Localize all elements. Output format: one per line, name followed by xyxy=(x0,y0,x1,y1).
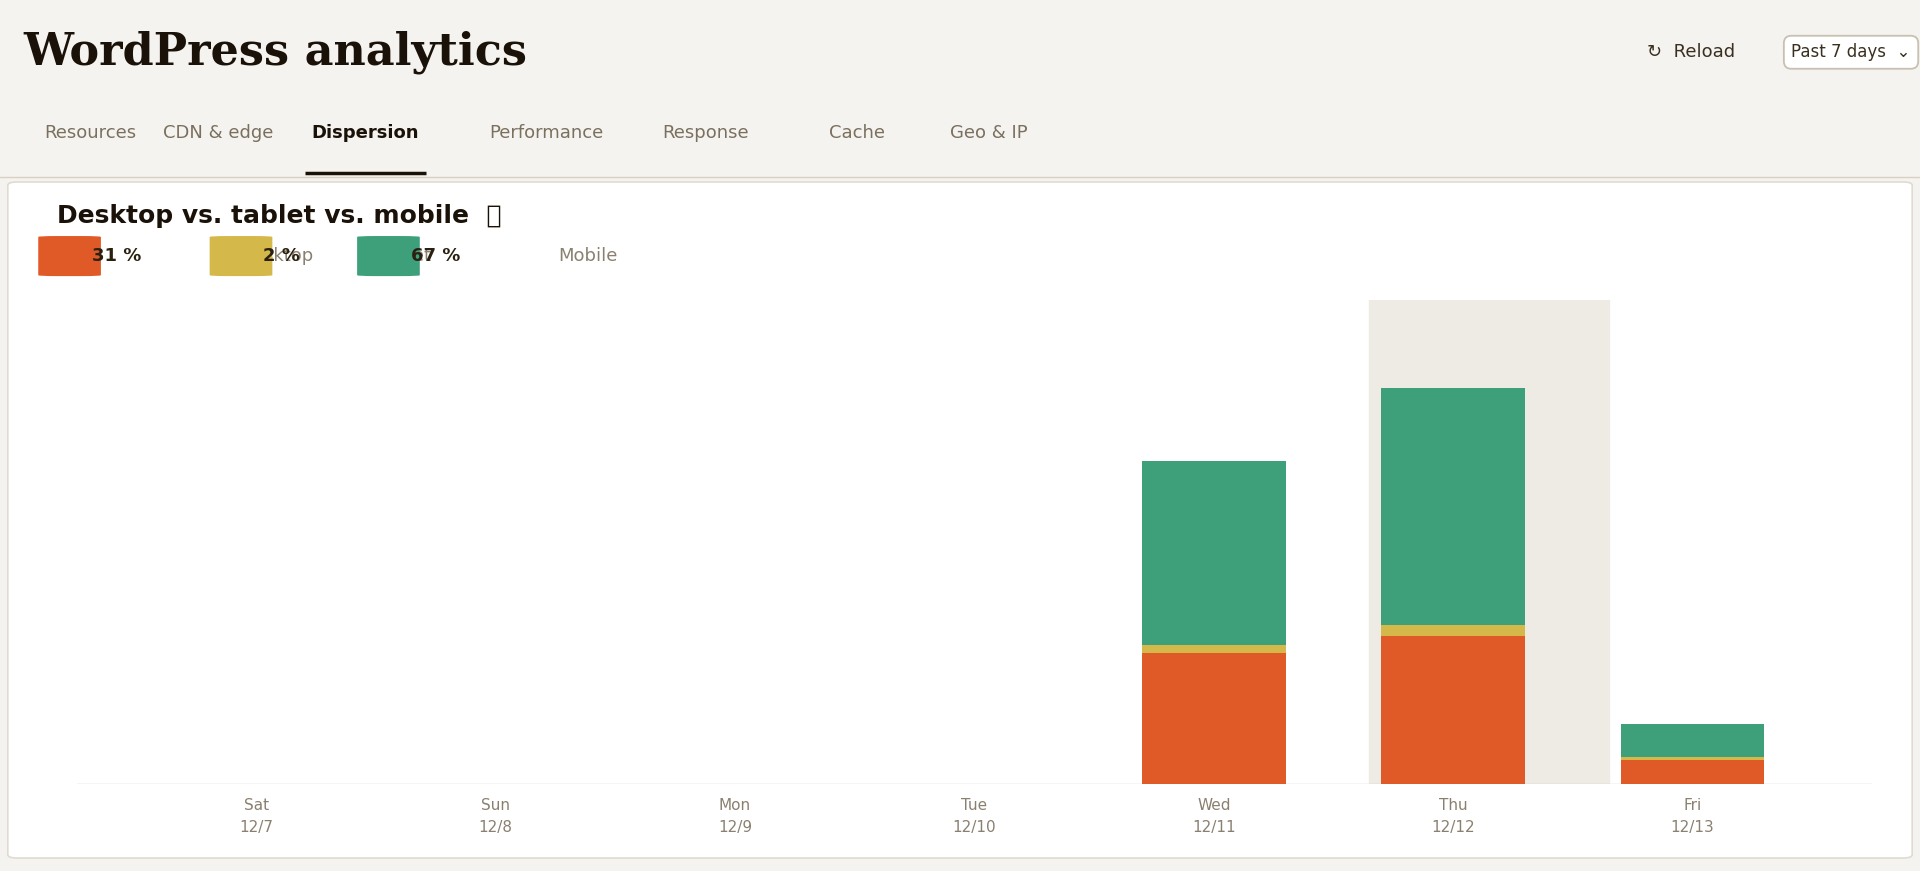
Bar xyxy=(1142,461,1286,645)
Text: Desktop: Desktop xyxy=(240,247,313,265)
Text: 2 %: 2 % xyxy=(263,247,300,265)
Text: Desktop vs. tablet vs. mobile  ⓘ: Desktop vs. tablet vs. mobile ⓘ xyxy=(58,204,501,228)
Text: 67 %: 67 % xyxy=(411,247,461,265)
Text: Cache: Cache xyxy=(829,124,885,142)
FancyBboxPatch shape xyxy=(357,236,420,276)
Bar xyxy=(1380,625,1524,636)
Text: Geo & IP: Geo & IP xyxy=(950,124,1027,142)
Bar xyxy=(1369,300,1609,784)
Bar xyxy=(1620,760,1764,784)
Text: Past 7 days  ⌄: Past 7 days ⌄ xyxy=(1791,44,1910,61)
Text: 31 %: 31 % xyxy=(92,247,140,265)
Text: ↻  Reload: ↻ Reload xyxy=(1647,44,1736,61)
FancyBboxPatch shape xyxy=(38,236,102,276)
FancyBboxPatch shape xyxy=(8,182,1912,858)
Text: Mobile: Mobile xyxy=(559,247,618,265)
Bar xyxy=(1142,645,1286,653)
Text: Tablet: Tablet xyxy=(378,247,432,265)
Text: Performance: Performance xyxy=(490,124,605,142)
Bar xyxy=(1142,653,1286,784)
Text: CDN & edge: CDN & edge xyxy=(163,124,273,142)
Bar xyxy=(1620,757,1764,760)
Bar xyxy=(1380,388,1524,625)
Text: Response: Response xyxy=(662,124,749,142)
Text: Resources: Resources xyxy=(44,124,136,142)
Text: WordPress analytics: WordPress analytics xyxy=(23,30,526,74)
Bar xyxy=(1620,724,1764,757)
FancyBboxPatch shape xyxy=(209,236,273,276)
Bar xyxy=(1380,636,1524,784)
Text: Dispersion: Dispersion xyxy=(311,124,419,142)
